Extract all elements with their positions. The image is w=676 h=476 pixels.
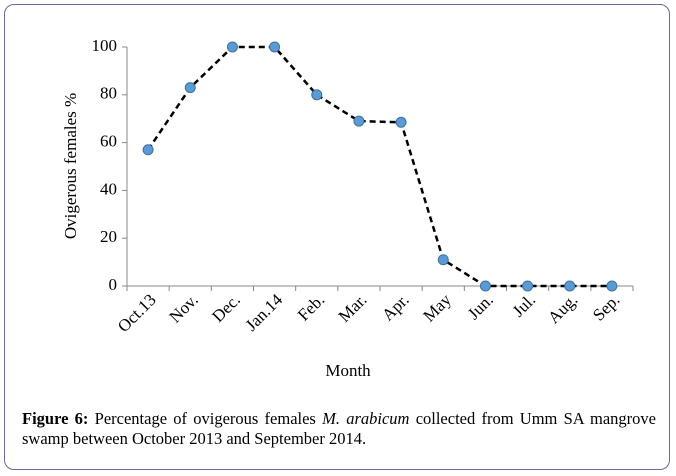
x-tick-label: Sep. <box>589 290 623 324</box>
caption-species: M. arabicum <box>322 409 410 428</box>
data-line <box>147 45 612 288</box>
data-point <box>522 280 534 292</box>
y-tick-label: 20 <box>100 227 117 246</box>
x-tick-label: Jun. <box>464 290 497 323</box>
y-tick-label: 60 <box>100 132 117 151</box>
data-point <box>353 115 365 127</box>
data-point <box>606 280 618 292</box>
y-tick-label: 0 <box>109 275 118 294</box>
figure-frame <box>4 4 670 470</box>
data-point <box>311 89 323 101</box>
x-tick-label: Nov. <box>165 290 201 326</box>
y-tick-label: 40 <box>100 179 117 198</box>
x-tick-label: Feb. <box>294 290 328 324</box>
x-axis-title: Month <box>325 361 371 380</box>
y-tick-label: 80 <box>100 84 117 103</box>
x-tick-label: Apr. <box>378 290 412 324</box>
x-tick-label: Mar. <box>335 290 371 326</box>
x-tick-label: Jan.14 <box>242 290 287 335</box>
data-point <box>479 280 491 292</box>
data-point <box>269 41 281 53</box>
y-axis-title: Ovigerous females % <box>61 93 80 239</box>
caption-label: Figure 6: <box>22 409 89 428</box>
caption-text: collected from Umm SA mangrove swamp bet… <box>22 409 656 448</box>
x-tick-label: May <box>419 290 455 326</box>
x-tick-label: Oct.13 <box>114 290 160 336</box>
x-tick-label: Jul. <box>509 290 539 320</box>
caption: Figure 6: Percentage of ovigerous female… <box>22 409 656 449</box>
data-point <box>226 41 238 53</box>
x-tick-label: Aug. <box>544 290 581 327</box>
x-tick-label: Dec. <box>208 290 244 326</box>
data-point <box>395 116 407 128</box>
data-point <box>184 82 196 94</box>
caption-text: Percentage of ovigerous females <box>88 409 323 428</box>
data-point <box>564 280 576 292</box>
data-point <box>142 144 154 156</box>
data-point <box>437 254 449 266</box>
y-tick-label: 100 <box>92 36 118 55</box>
